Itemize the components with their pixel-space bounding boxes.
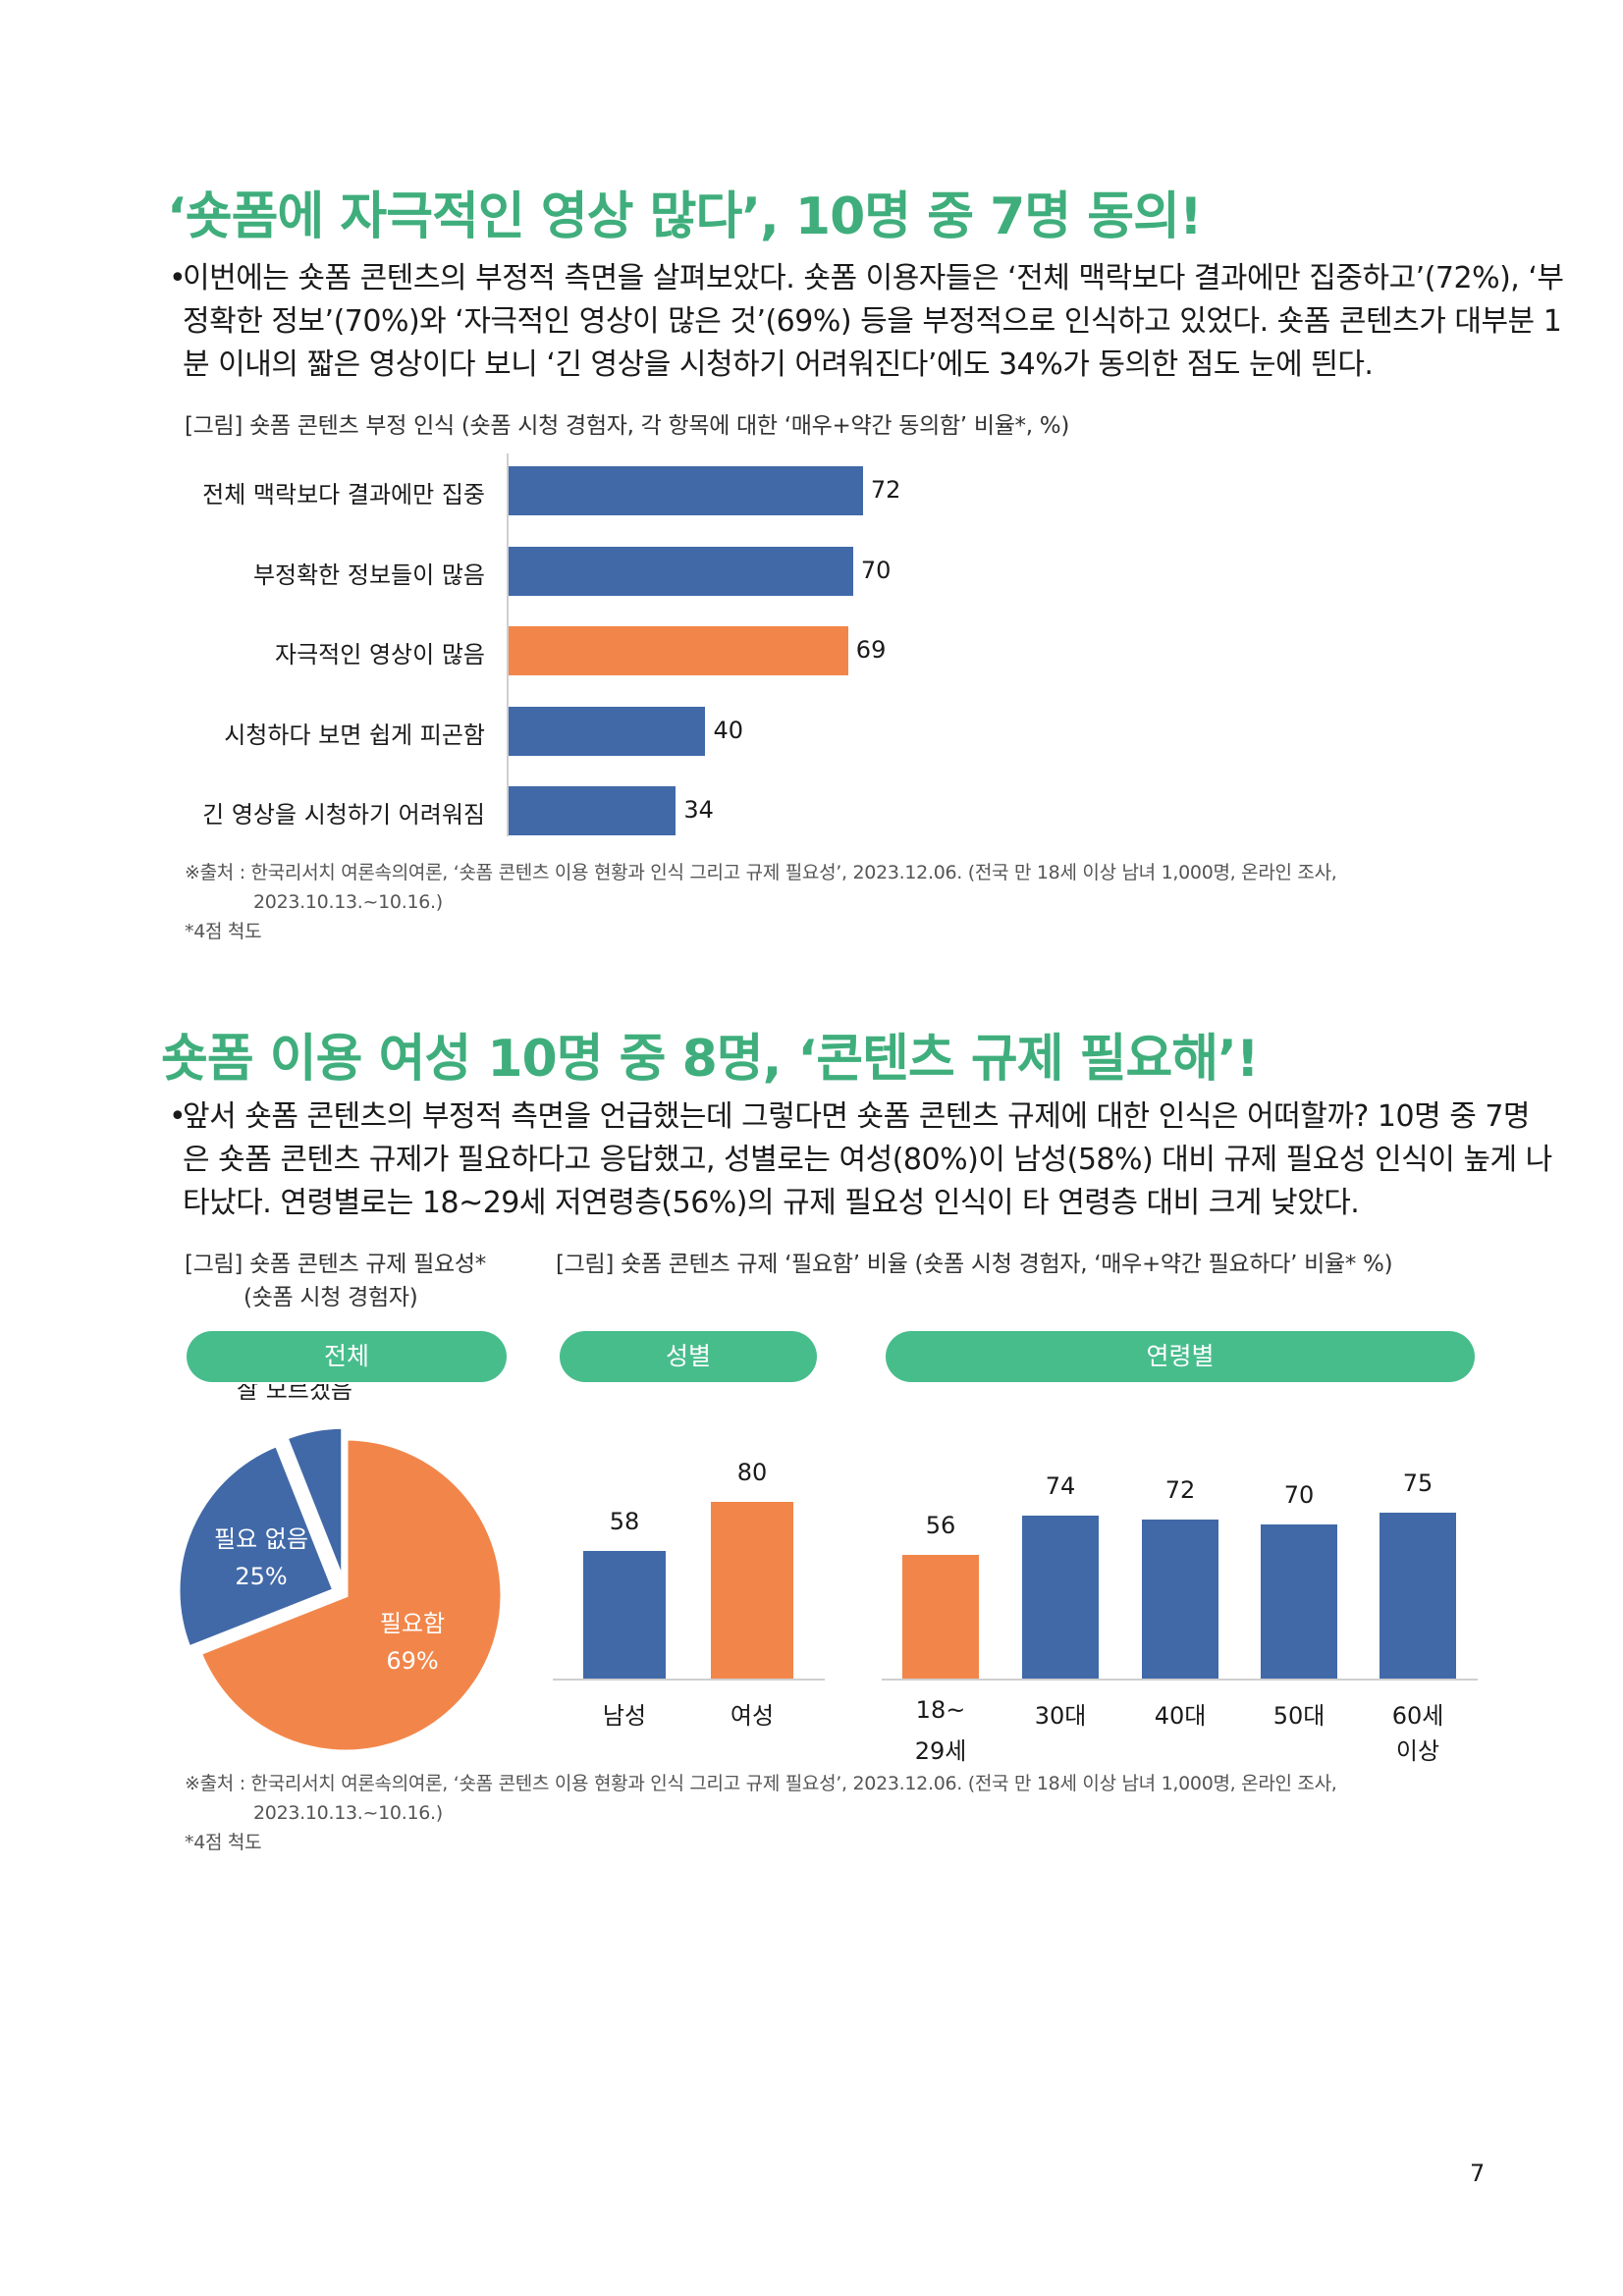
chart-bar [902, 1555, 979, 1679]
section2-source: ※출처 : 한국리서치 여론속의여론, ‘숏폼 콘텐츠 이용 현황과 인식 그리… [185, 1769, 1520, 1857]
pie-label: 필요함 [380, 1610, 445, 1637]
section2-body: 앞서 숏폼 콘텐츠의 부정적 측면을 언급했는데 그렇다면 숏폼 콘텐츠 규제에… [183, 1095, 1552, 1225]
chart-bar [583, 1550, 666, 1679]
pie-value-label: 6% [303, 1405, 341, 1432]
chart-value-label: 72 [1164, 1476, 1196, 1504]
bar-caption: [그림] 숏폼 콘텐츠 규제 ‘필요함’ 비율 (숏폼 시청 경험자, ‘매우+… [556, 1252, 1393, 1277]
section2-heading: 숏폼 이용 여성 10명 중 8명, ‘콘텐츠 규제 필요해’! [161, 1030, 1260, 1089]
chart-bar [509, 466, 863, 515]
pie-caption-line2: (숏폼 시청 경험자) [243, 1285, 418, 1310]
chart-bar [509, 706, 706, 756]
section2-body-line: 앞서 숏폼 콘텐츠의 부정적 측면을 언급했는데 그렇다면 숏폼 콘텐츠 규제에… [183, 1099, 1531, 1134]
section1-source: ※출처 : 한국리서치 여론속의여론, ‘숏폼 콘텐츠 이용 현황과 인식 그리… [185, 858, 1520, 946]
chart-baseline [553, 1679, 825, 1681]
chart-bar [1142, 1520, 1218, 1679]
chart-value-label: 56 [925, 1512, 956, 1539]
section1-body-line: 이번에는 숏폼 콘텐츠의 부정적 측면을 살펴보았다. 숏폼 이용자들은 ‘전체… [183, 261, 1564, 295]
chart-category-label: 이상 [1395, 1737, 1440, 1765]
chart-bar [1380, 1513, 1456, 1679]
chart-value-label: 72 [870, 476, 901, 504]
chart-category-label: 부정확한 정보들이 많음 [252, 561, 485, 589]
section2-body-line: 타났다. 연령별로는 18~29세 저연령층(56%)의 규제 필요성 인식이 … [183, 1186, 1360, 1220]
chart-category-label: 자극적인 영상이 많음 [275, 641, 485, 668]
chart-category-label: 30대 [1034, 1702, 1087, 1730]
chart-value-label: 70 [860, 556, 892, 584]
chart-category-label: 29세 [914, 1737, 967, 1765]
section1-body-line: 정확한 정보’(70%)와 ‘자극적인 영상이 많은 것’(69%) 등을 부정… [183, 304, 1562, 339]
section1-body: 이번에는 숏폼 콘텐츠의 부정적 측면을 살펴보았다. 숏폼 이용자들은 ‘전체… [183, 257, 1564, 387]
chart-value-label: 58 [609, 1507, 640, 1535]
pie-label: 필요 없음 [214, 1525, 308, 1553]
chart-value-label: 70 [1283, 1480, 1315, 1509]
section1-heading: ‘숏폼에 자극적인 영상 많다’, 10명 중 7명 동의! [167, 187, 1203, 246]
pie-value-label: 25% [235, 1563, 287, 1590]
pie-value-label: 69% [386, 1647, 438, 1675]
chart-category-label: 50대 [1272, 1702, 1325, 1730]
source-line: ※출처 : 한국리서치 여론속의여론, ‘숏폼 콘텐츠 이용 현황과 인식 그리… [185, 1773, 1337, 1794]
pill-age: 연령별 [886, 1331, 1475, 1382]
chart-bar [711, 1502, 793, 1679]
chart-bar [509, 626, 848, 675]
chart-value-label: 80 [736, 1459, 768, 1486]
chart-bar [1261, 1523, 1337, 1679]
chart-value-label: 34 [683, 796, 714, 824]
section2-body-line: 은 숏폼 콘텐츠 규제가 필요하다고 응답했고, 성별로는 여성(80%)이 남… [183, 1143, 1552, 1177]
pie-slice [175, 1441, 339, 1652]
pie-label: 잘 모르겠음 [237, 1384, 352, 1404]
chart-category-label: 40대 [1154, 1702, 1207, 1730]
source-line: 2023.10.13.~10.16.) [253, 891, 443, 913]
footnote: *4점 척도 [185, 921, 262, 942]
chart-category-label: 18~ [915, 1696, 966, 1724]
pie-slice [195, 1435, 506, 1755]
chart-category-label: 여성 [730, 1702, 775, 1730]
pill-gender: 성별 [560, 1331, 817, 1382]
section1-bullet: • [169, 261, 187, 295]
chart-value-label: 75 [1402, 1469, 1434, 1498]
source-line: ※출처 : 한국리서치 여론속의여론, ‘숏폼 콘텐츠 이용 현황과 인식 그리… [185, 862, 1337, 883]
chart-category-label: 긴 영상을 시청하기 어려워짐 [202, 801, 485, 828]
pill-total: 전체 [187, 1331, 507, 1382]
chart-value-label: 74 [1045, 1471, 1076, 1500]
chart-category-label: 전체 맥락보다 결과에만 집중 [202, 481, 485, 508]
chart-bar [1022, 1515, 1099, 1679]
chart-category-label: 시청하다 보면 쉽게 피곤함 [224, 721, 485, 749]
chart-bar [509, 786, 676, 835]
regulation-pie-chart: 필요함 69% 필요 없음 25% 6%잘 모르겠음 [175, 1384, 506, 1755]
pie-slice [282, 1423, 347, 1585]
chart-bar [509, 546, 853, 596]
section2-bullet: • [169, 1099, 187, 1134]
footnote: *4점 척도 [185, 1832, 262, 1853]
section1-body-line: 분 이내의 짧은 영상이다 보니 ‘긴 영상을 시청하기 어려워진다’에도 34… [183, 347, 1374, 382]
chart-category-label: 60세 [1391, 1702, 1444, 1730]
chart-baseline [882, 1679, 1478, 1681]
chart-category-label: 남성 [602, 1702, 647, 1730]
page-number: 7 [1470, 2160, 1486, 2187]
chart-axis-line [507, 454, 509, 836]
pie-caption-line1: [그림] 숏폼 콘텐츠 규제 필요성* [185, 1252, 486, 1277]
section1-figure-caption: [그림] 숏폼 콘텐츠 부정 인식 (숏폼 시청 경험자, 각 항목에 대한 ‘… [185, 413, 1069, 439]
chart-value-label: 40 [713, 716, 743, 744]
chart-value-label: 69 [855, 636, 887, 664]
source-line: 2023.10.13.~10.16.) [253, 1802, 443, 1824]
